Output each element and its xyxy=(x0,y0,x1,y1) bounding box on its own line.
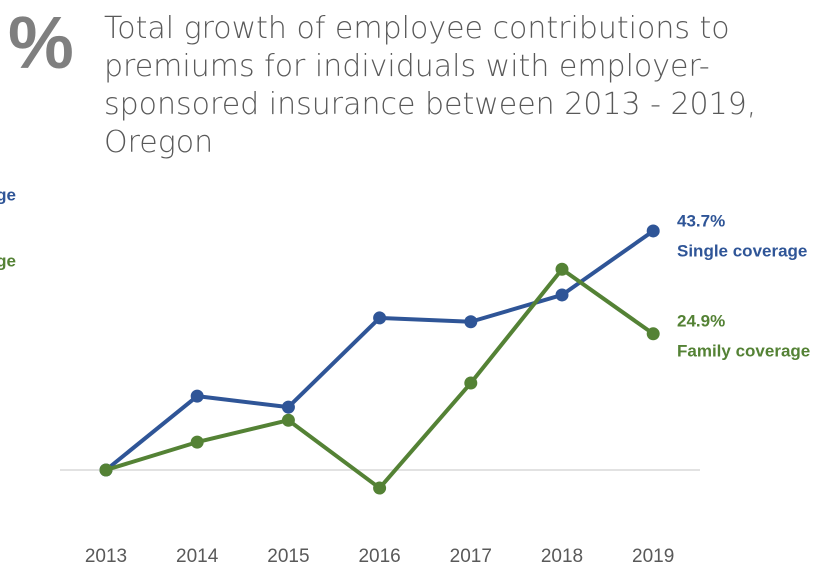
x-tick-label: 2016 xyxy=(358,546,400,567)
point xyxy=(464,376,478,390)
point xyxy=(373,481,387,495)
value-label: 43.7% xyxy=(677,211,725,230)
x-tick-label: 2013 xyxy=(85,546,127,567)
clipped-label: ge xyxy=(0,185,16,204)
value-label: 24.9% xyxy=(677,311,725,330)
series-line xyxy=(104,229,655,472)
point xyxy=(190,435,204,449)
x-tick-label: 2019 xyxy=(632,546,674,567)
point xyxy=(373,311,387,325)
point xyxy=(646,327,660,341)
point xyxy=(281,400,295,414)
chart-title: Total growth of employee contributions t… xyxy=(104,11,757,160)
point xyxy=(190,389,204,403)
x-tick-label: 2015 xyxy=(267,546,309,567)
x-tick-label: 2014 xyxy=(176,546,219,567)
point xyxy=(281,413,295,427)
percent-icon: % xyxy=(8,1,74,84)
point xyxy=(555,262,569,276)
point xyxy=(646,224,660,238)
point xyxy=(99,463,113,477)
series-line xyxy=(105,267,655,491)
series-label: Family coverage xyxy=(677,341,810,360)
clipped-label: ge xyxy=(0,251,16,270)
series-label: Single coverage xyxy=(677,241,807,260)
point xyxy=(464,315,478,329)
x-tick-label: 2017 xyxy=(450,546,492,567)
x-tick-label: 2018 xyxy=(541,546,583,567)
point xyxy=(555,288,569,302)
